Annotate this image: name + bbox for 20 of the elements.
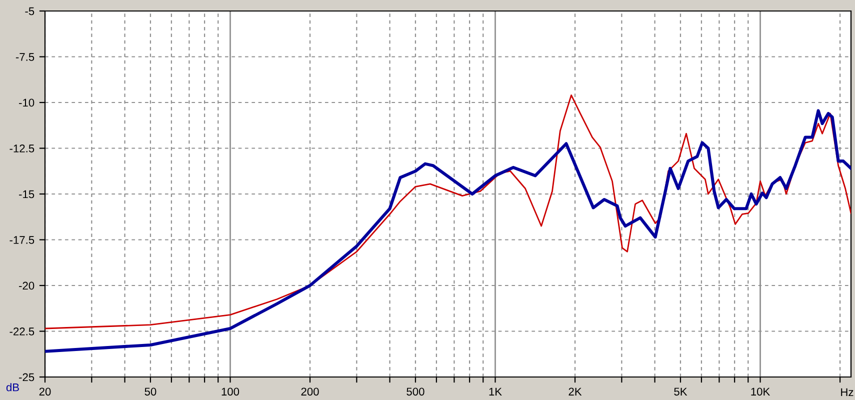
x-tick-label: 5K bbox=[674, 388, 688, 396]
y-tick-label: -10 bbox=[19, 98, 34, 107]
y-axis-title: dB bbox=[6, 383, 19, 392]
x-tick-label: 2K bbox=[568, 388, 582, 396]
y-tick-label: -5 bbox=[25, 7, 34, 16]
x-tick-label: 100 bbox=[222, 388, 240, 396]
x-tick-label: 10K bbox=[751, 388, 770, 396]
y-tick-label: -7.5 bbox=[16, 53, 34, 61]
x-axis-title: Hz bbox=[841, 388, 854, 396]
y-tick-label: -17.5 bbox=[10, 236, 34, 244]
y-tick-label: -25 bbox=[19, 373, 34, 382]
y-tick-label: -12.5 bbox=[10, 144, 34, 152]
y-tick-label: -20 bbox=[19, 282, 34, 290]
x-tick-label: 500 bbox=[406, 388, 424, 396]
y-tick-label: -15 bbox=[19, 190, 34, 198]
y-tick-label: -22.5 bbox=[10, 328, 34, 336]
x-tick-label: 200 bbox=[301, 388, 319, 396]
x-tick-label: 1K bbox=[489, 388, 502, 396]
x-tick-label: 20 bbox=[39, 388, 51, 396]
x-tick-label: 50 bbox=[144, 388, 156, 396]
